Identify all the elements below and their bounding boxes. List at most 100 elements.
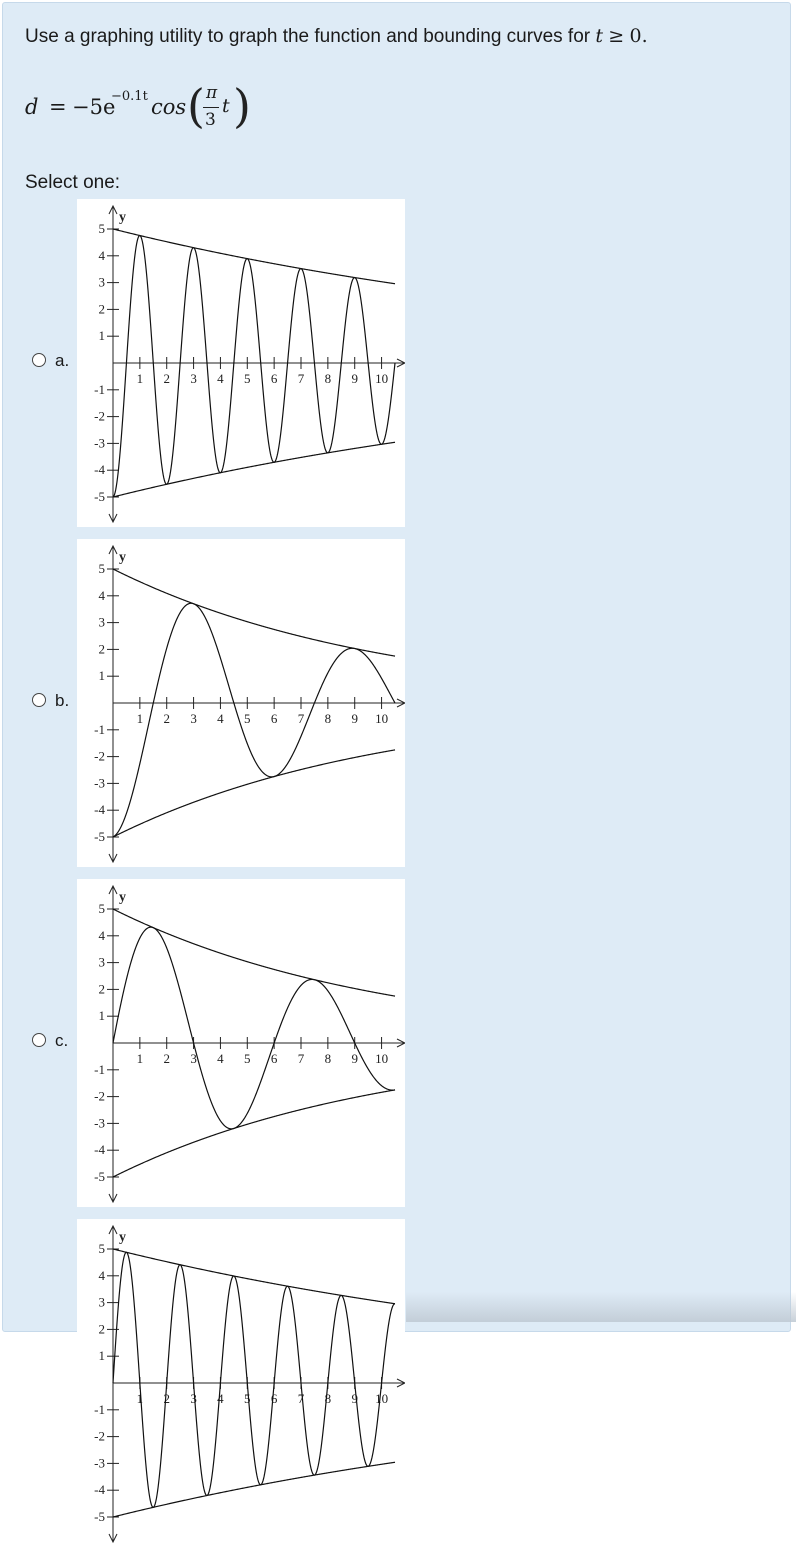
x-tick-label: 3: [190, 711, 197, 726]
y-tick-label: -1: [94, 722, 105, 737]
option-b-graph[interactable]: yx1234567891054321-1-2-3-4-5: [77, 539, 405, 867]
frac-denominator: 3: [205, 110, 216, 130]
y-axis-label: y: [119, 1230, 126, 1245]
x-tick-label: 2: [163, 711, 170, 726]
x-tick-label: 1: [137, 1051, 144, 1066]
radio-option-a[interactable]: [32, 353, 46, 367]
y-tick-label: -5: [94, 1169, 105, 1184]
option-c-graph[interactable]: yx1234567891054321-1-2-3-4-5: [77, 879, 405, 1207]
graph-svg-c: yx1234567891054321-1-2-3-4-5: [94, 884, 405, 1204]
option-b[interactable]: b. yx1234567891054321-1-2-3-4-5: [30, 537, 430, 867]
x-tick-label: 8: [325, 711, 332, 726]
x-tick-label: 2: [163, 1391, 170, 1406]
y-tick-label: 4: [99, 1268, 106, 1283]
scroll-shadow: [406, 1292, 796, 1322]
y-tick-label: 4: [99, 588, 106, 603]
x-tick-label: 3: [190, 1051, 197, 1066]
y-tick-label: -3: [94, 1455, 105, 1470]
y-tick-label: -4: [94, 802, 105, 817]
y-tick-label: 2: [99, 641, 106, 656]
x-tick-label: 2: [163, 1051, 170, 1066]
x-tick-label: 6: [271, 1051, 278, 1066]
condition-rel: ≥: [608, 25, 625, 47]
x-tick-label: 5: [244, 1051, 251, 1066]
y-tick-label: 5: [99, 561, 106, 576]
series-line-0: [112, 568, 396, 657]
y-tick-label: -5: [94, 829, 105, 844]
y-tick-label: -2: [94, 1089, 105, 1104]
formula-var: t: [222, 95, 230, 117]
series-line-0: [112, 228, 396, 285]
x-tick-label: 5: [244, 711, 251, 726]
y-axis-arrow-up: [108, 1224, 118, 1235]
y-tick-label: 3: [99, 1295, 106, 1310]
formula-eq: =: [49, 95, 67, 119]
x-tick-label: 3: [190, 1391, 197, 1406]
prompt-text: Use a graphing utility to graph the func…: [25, 26, 591, 47]
option-d-graph[interactable]: yx1234567891054321-1-2-3-4-5: [77, 1219, 405, 1547]
formula-exponent: −0.1t: [111, 89, 148, 104]
x-tick-label: 7: [298, 711, 305, 726]
select-one-label: Select one:: [25, 172, 121, 193]
y-axis-arrow-down: [108, 1193, 118, 1204]
y-tick-label: -2: [94, 749, 105, 764]
x-tick-label: 6: [271, 711, 278, 726]
graph-svg-b: yx1234567891054321-1-2-3-4-5: [94, 544, 405, 864]
option-c[interactable]: c. yx1234567891054321-1-2-3-4-5: [30, 877, 430, 1207]
radio-option-c[interactable]: [32, 1033, 46, 1047]
y-tick-label: 3: [99, 615, 106, 630]
x-tick-label: 9: [351, 371, 358, 386]
x-tick-label: 10: [375, 711, 388, 726]
x-tick-label: 9: [351, 711, 358, 726]
y-tick-label: 2: [99, 301, 106, 316]
y-tick-label: -2: [94, 1429, 105, 1444]
y-axis-label: y: [119, 890, 126, 905]
option-b-label: b.: [55, 691, 70, 710]
y-tick-label: -3: [94, 1115, 105, 1130]
formula-lhs: d: [25, 95, 39, 119]
y-tick-label: -4: [94, 1142, 105, 1157]
y-tick-label: -4: [94, 462, 105, 477]
y-axis-arrow-up: [108, 884, 118, 895]
y-axis-label: y: [119, 210, 126, 225]
x-tick-label: 7: [298, 1051, 305, 1066]
y-tick-label: -2: [94, 409, 105, 424]
radio-option-b[interactable]: [32, 693, 46, 707]
x-axis-arrow: [396, 358, 405, 368]
x-tick-label: 1: [137, 1391, 144, 1406]
y-tick-label: 5: [99, 901, 106, 916]
x-tick-label: 10: [375, 371, 388, 386]
y-axis-label: y: [119, 550, 126, 565]
x-tick-label: 9: [351, 1051, 358, 1066]
y-axis-arrow-up: [108, 544, 118, 555]
series-line-1: [112, 1089, 396, 1178]
option-a[interactable]: a. yx1234567891054321-1-2-3-4-5: [30, 197, 430, 527]
y-tick-label: 1: [99, 1008, 106, 1023]
frac-bar: [203, 107, 219, 108]
y-tick-label: 2: [99, 1321, 106, 1336]
series-line-0: [112, 908, 396, 997]
graph-svg-a: yx1234567891054321-1-2-3-4-5: [94, 204, 405, 524]
x-tick-label: 4: [217, 371, 224, 386]
y-tick-label: 3: [99, 955, 106, 970]
series-line-1: [112, 749, 396, 838]
condition-var: t: [595, 25, 604, 47]
x-tick-label: 2: [163, 371, 170, 386]
series-line-1: [112, 441, 396, 498]
y-axis-arrow-down: [108, 853, 118, 864]
option-a-graph[interactable]: yx1234567891054321-1-2-3-4-5: [77, 199, 405, 527]
y-tick-label: 1: [99, 668, 106, 683]
option-d[interactable]: yx1234567891054321-1-2-3-4-5: [30, 1217, 430, 1547]
series-line-2: [112, 234, 396, 498]
y-axis-arrow-up: [108, 204, 118, 215]
x-tick-label: 8: [325, 1051, 332, 1066]
series-line-2: [112, 602, 396, 838]
y-tick-label: 5: [99, 221, 106, 236]
x-axis-arrow: [396, 1038, 405, 1048]
x-axis-arrow: [396, 698, 405, 708]
y-tick-label: -1: [94, 382, 105, 397]
series-line-0: [112, 1248, 396, 1305]
y-axis-arrow-down: [108, 513, 118, 524]
x-tick-label: 1: [137, 711, 144, 726]
question-prompt: Use a graphing utility to graph the func…: [25, 25, 648, 48]
